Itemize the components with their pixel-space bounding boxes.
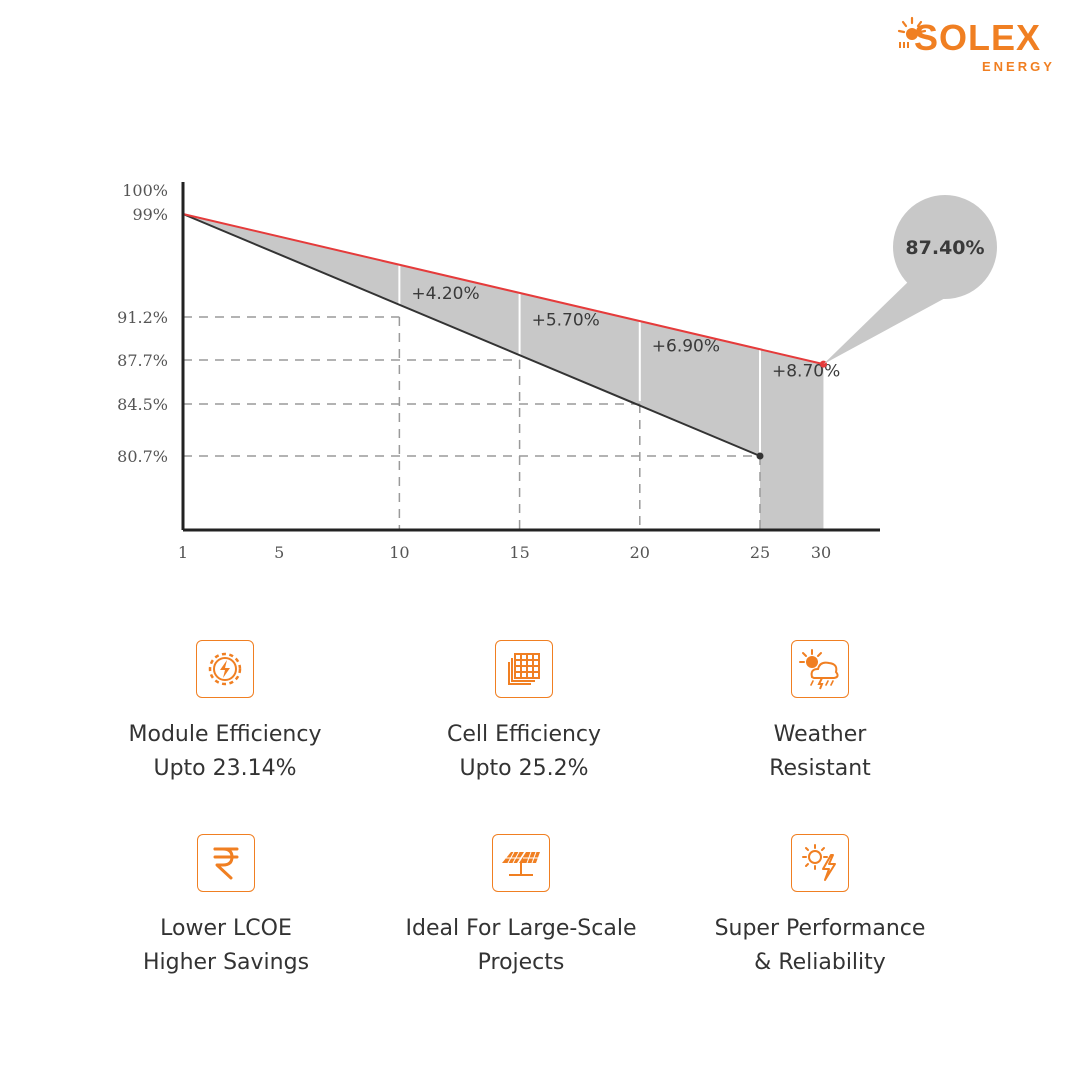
gain-annotation: +6.90% bbox=[652, 337, 720, 357]
standard-degradation-line bbox=[182, 213, 761, 457]
x-tick-label: 5 bbox=[274, 543, 284, 562]
feature-line: & Reliability bbox=[754, 950, 886, 975]
warranty-line bbox=[182, 213, 824, 366]
feature-line: Higher Savings bbox=[142, 950, 310, 975]
feature-line: Lower LCOE bbox=[160, 916, 292, 941]
gain-area bbox=[183, 214, 824, 530]
feature-line: Ideal For Large-Scale bbox=[405, 916, 637, 941]
gain-annotation: +8.70% bbox=[772, 361, 840, 381]
y-tick-label: 91.2% bbox=[117, 308, 168, 327]
feature-line: Upto 25.2% bbox=[459, 756, 589, 781]
gear-bolt-icon bbox=[196, 640, 254, 698]
callout-pointer bbox=[823, 280, 960, 365]
y-tick-label: 99% bbox=[132, 205, 168, 224]
feature-large-scale: Ideal For Large-Scale Projects bbox=[371, 834, 671, 980]
x-tick-label: 25 bbox=[750, 543, 770, 562]
x-tick-label: 10 bbox=[389, 543, 409, 562]
standard-end-point bbox=[756, 452, 764, 460]
y-tick-label: 80.7% bbox=[117, 447, 168, 466]
feature-module-efficiency: Module Efficiency Upto 23.14% bbox=[75, 640, 375, 786]
feature-line: Weather bbox=[773, 722, 867, 747]
brand-name: SOLEX bbox=[914, 17, 1042, 58]
y-tick-label: 100% bbox=[122, 181, 168, 200]
y-tick-label: 84.5% bbox=[117, 395, 168, 414]
gain-annotation: +4.20% bbox=[411, 284, 479, 304]
feature-line: Super Performance bbox=[714, 916, 926, 941]
feature-weather-resistant: Weather Resistant bbox=[670, 640, 970, 786]
feature-line: Cell Efficiency bbox=[446, 722, 602, 747]
x-tick-label: 30 bbox=[811, 543, 831, 562]
gain-annotation: +5.70% bbox=[532, 310, 600, 330]
feature-cell-efficiency: Cell Efficiency Upto 25.2% bbox=[374, 640, 674, 786]
feature-line: Module Efficiency bbox=[128, 722, 322, 747]
brand-logo: SOLEX ENERGY bbox=[896, 8, 1066, 74]
x-tick-label: 15 bbox=[509, 543, 529, 562]
sun-logo-icon bbox=[897, 16, 926, 48]
sun-bolt-icon bbox=[791, 834, 849, 892]
solar-array-icon bbox=[492, 834, 550, 892]
degradation-chart: +4.20% +5.70% +6.90% +8.70% 100% 99% 91.2% 87.7… bbox=[117, 181, 997, 562]
y-tick-label: 87.7% bbox=[117, 351, 168, 370]
rupee-icon bbox=[197, 834, 255, 892]
feature-line: Upto 23.14% bbox=[153, 756, 297, 781]
brand-subtitle: ENERGY bbox=[982, 59, 1055, 74]
weather-icon bbox=[791, 640, 849, 698]
solar-cell-icon bbox=[495, 640, 553, 698]
x-tick-label: 20 bbox=[630, 543, 650, 562]
feature-super-performance: Super Performance & Reliability bbox=[670, 834, 970, 980]
feature-line: Projects bbox=[477, 950, 565, 975]
x-tick-label: 1 bbox=[178, 543, 188, 562]
feature-lower-lcoe: Lower LCOE Higher Savings bbox=[76, 834, 376, 980]
callout-bubble bbox=[893, 195, 997, 299]
callout-value: 87.40% bbox=[905, 237, 984, 259]
feature-line: Resistant bbox=[769, 756, 871, 781]
